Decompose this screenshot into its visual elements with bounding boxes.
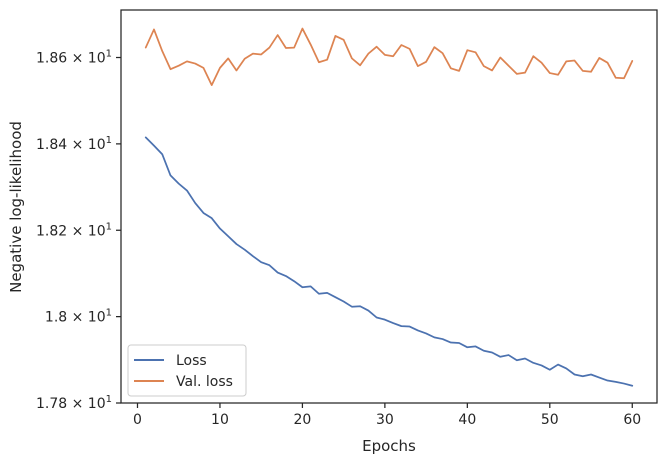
x-tick-label: 0: [133, 412, 142, 428]
series-line-loss: [144, 136, 634, 387]
y-axis: 1.78 × 101 1.8 × 101 1.82 × 101 1.84 × 101 1…: [36, 49, 121, 412]
x-tick-label: 20: [294, 412, 312, 428]
y-tick-label: 1.82 × 101: [36, 221, 112, 239]
x-axis: 0 10 20 30 40 50 60: [133, 403, 641, 428]
x-tick-label: 30: [376, 412, 394, 428]
legend-label-loss: Loss: [176, 353, 207, 369]
x-tick-label: 40: [458, 412, 476, 428]
x-tick-label: 50: [541, 412, 559, 428]
y-axis-label: Negative log-likelihood: [7, 121, 25, 293]
y-tick-label: 1.8 × 101: [45, 308, 112, 326]
y-tick-label: 1.84 × 101: [36, 135, 112, 153]
legend: Loss Val. loss: [127, 344, 247, 397]
legend-label-val-loss: Val. loss: [176, 374, 233, 390]
legend-box: [127, 344, 247, 397]
plot-frame: [120, 9, 658, 404]
plot-area: 0 10 20 30 40 50 60 1.78 × 101 1.8 × 101 1.82 × …: [36, 9, 658, 428]
series-line-val-loss: [144, 27, 634, 87]
y-tick-label: 1.86 × 101: [36, 49, 112, 67]
x-tick-label: 10: [211, 412, 229, 428]
series-group: [144, 27, 634, 387]
x-tick-label: 60: [623, 412, 641, 428]
x-axis-label: Epochs: [362, 437, 416, 455]
y-tick-label: 1.78 × 101: [36, 394, 112, 412]
